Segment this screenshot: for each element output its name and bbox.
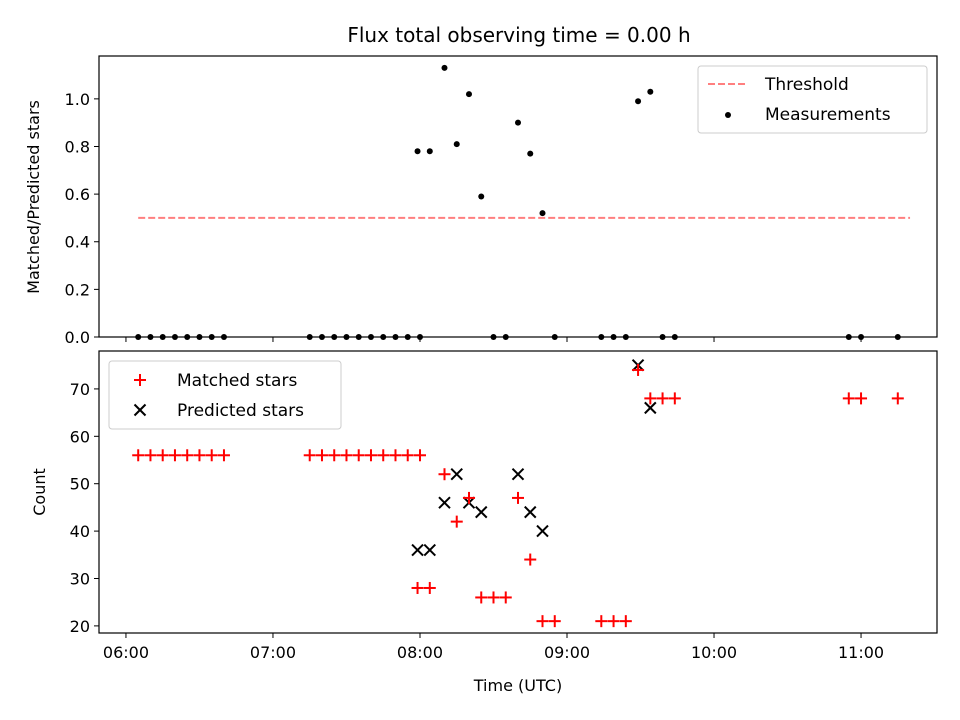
legend-measurements-swatch: [725, 112, 731, 118]
matched-star-marker: [632, 363, 645, 376]
predicted-star-marker: [511, 468, 525, 481]
matched-star-marker: [536, 615, 549, 628]
chart-title: Flux total observing time = 0.00 h: [347, 23, 690, 47]
measurement-point: [426, 148, 433, 155]
bottom-legend: Matched stars Predicted stars: [108, 360, 342, 430]
measurement-point: [527, 150, 534, 157]
top-legend: Threshold Measurements: [697, 65, 928, 134]
measurement-point: [465, 91, 472, 98]
bottom-plot-frame: [98, 350, 938, 634]
measurement-point: [441, 64, 448, 71]
matched-star-marker: [328, 449, 341, 462]
measurement-point: [647, 88, 654, 95]
top-y-tick-label: 0.4: [65, 233, 90, 252]
predicted-star-marker: [524, 505, 537, 519]
matched-star-marker: [438, 468, 451, 481]
matched-star-marker: [499, 591, 512, 604]
matched-star-marker: [377, 449, 390, 462]
matched-star-marker: [487, 591, 500, 604]
bottom-y-tick-label: 30: [70, 569, 90, 588]
matched-star-marker: [134, 374, 146, 386]
top-y-tick-label: 0.6: [65, 185, 90, 204]
bottom-y-tick-label: 60: [70, 427, 90, 446]
measurement-point: [539, 210, 546, 217]
matched-star-marker: [315, 449, 328, 462]
bottom-y-tick-label: 20: [70, 617, 90, 636]
measurement-point: [453, 141, 460, 148]
matched-star-marker: [401, 449, 414, 462]
matched-star-marker: [340, 449, 353, 462]
top-panel: 0.0 0.2 0.4 0.6 0.8 1.0 Matched/Predicted sta…: [24, 55, 938, 347]
measurement-point: [478, 193, 485, 200]
matched-star-marker: [389, 449, 402, 462]
matched-star-marker: [193, 449, 206, 462]
predicted-star-marker: [411, 543, 424, 557]
matched-star-marker: [475, 591, 488, 604]
matched-star-marker: [156, 449, 169, 462]
legend-measurements-label: Measurements: [765, 105, 891, 125]
x-tick-label: 08:00: [397, 643, 443, 662]
matched-star-marker: [548, 615, 561, 628]
matched-star-marker: [524, 553, 537, 566]
top-plot-frame: [98, 55, 938, 338]
legend-threshold-label: Threshold: [764, 75, 849, 95]
matched-star-marker: [462, 491, 475, 504]
predicted-star-marker: [475, 505, 488, 519]
matched-star-marker: [668, 392, 681, 405]
top-y-tick-label: 0.0: [65, 328, 90, 347]
matched-star-marker: [842, 392, 855, 405]
x-tick-label: 11:00: [838, 643, 884, 662]
matched-star-marker: [413, 449, 426, 462]
matched-star-marker: [132, 449, 145, 462]
legend-matched-label: Matched stars: [177, 371, 297, 391]
matched-star-marker: [217, 449, 230, 462]
measurement-point: [414, 148, 421, 155]
predicted-star-marker: [423, 543, 436, 557]
bottom-y-tick-label: 70: [70, 380, 90, 399]
top-y-tick-label: 0.8: [65, 137, 90, 156]
matched-star-marker: [364, 449, 377, 462]
matched-star-marker: [205, 449, 218, 462]
x-tick-label: 09:00: [544, 643, 590, 662]
predicted-star-marker: [438, 496, 451, 509]
matched-star-marker: [168, 449, 181, 462]
predicted-star-marker: [536, 524, 549, 538]
predicted-star-marker: [644, 401, 657, 415]
matched-star-marker: [595, 615, 608, 628]
bottom-y-axis-label: Count: [30, 468, 49, 516]
x-tick-label: 07:00: [250, 643, 296, 662]
measurement-point: [635, 98, 642, 105]
x-tick-label: 10:00: [691, 643, 737, 662]
bottom-legend-box: [108, 360, 342, 430]
bottom-panel: 20 30 40 50 60 70 06:00 07:00 08:00 09:00 10:00 11…: [30, 350, 938, 695]
matched-star-marker: [352, 449, 365, 462]
predicted-star-marker: [133, 403, 147, 417]
matched-star-marker: [619, 615, 632, 628]
matched-star-marker: [303, 449, 316, 462]
top-legend-box: [697, 65, 928, 134]
matched-star-marker: [144, 449, 157, 462]
matched-star-marker: [855, 392, 868, 405]
x-axis-label: Time (UTC): [473, 676, 562, 695]
bottom-y-tick-label: 50: [70, 475, 90, 494]
legend-predicted-label: Predicted stars: [177, 401, 304, 421]
top-y-tick-label: 0.2: [65, 280, 90, 299]
matched-star-marker: [891, 392, 904, 405]
x-tick-label: 06:00: [103, 643, 149, 662]
matched-star-marker: [450, 515, 463, 528]
matched-star-marker: [181, 449, 194, 462]
bottom-y-tick-label: 40: [70, 522, 90, 541]
measurement-point: [515, 119, 521, 126]
matched-star-marker: [656, 392, 669, 405]
matched-star-marker: [411, 581, 424, 594]
matched-star-marker: [423, 581, 436, 594]
predicted-star-marker: [450, 468, 463, 481]
matched-star-marker: [644, 392, 657, 405]
top-y-axis-label: Matched/Predicted stars: [24, 100, 43, 294]
matched-star-marker: [607, 615, 620, 628]
matched-star-marker: [512, 491, 524, 504]
top-y-tick-label: 1.0: [65, 90, 90, 109]
